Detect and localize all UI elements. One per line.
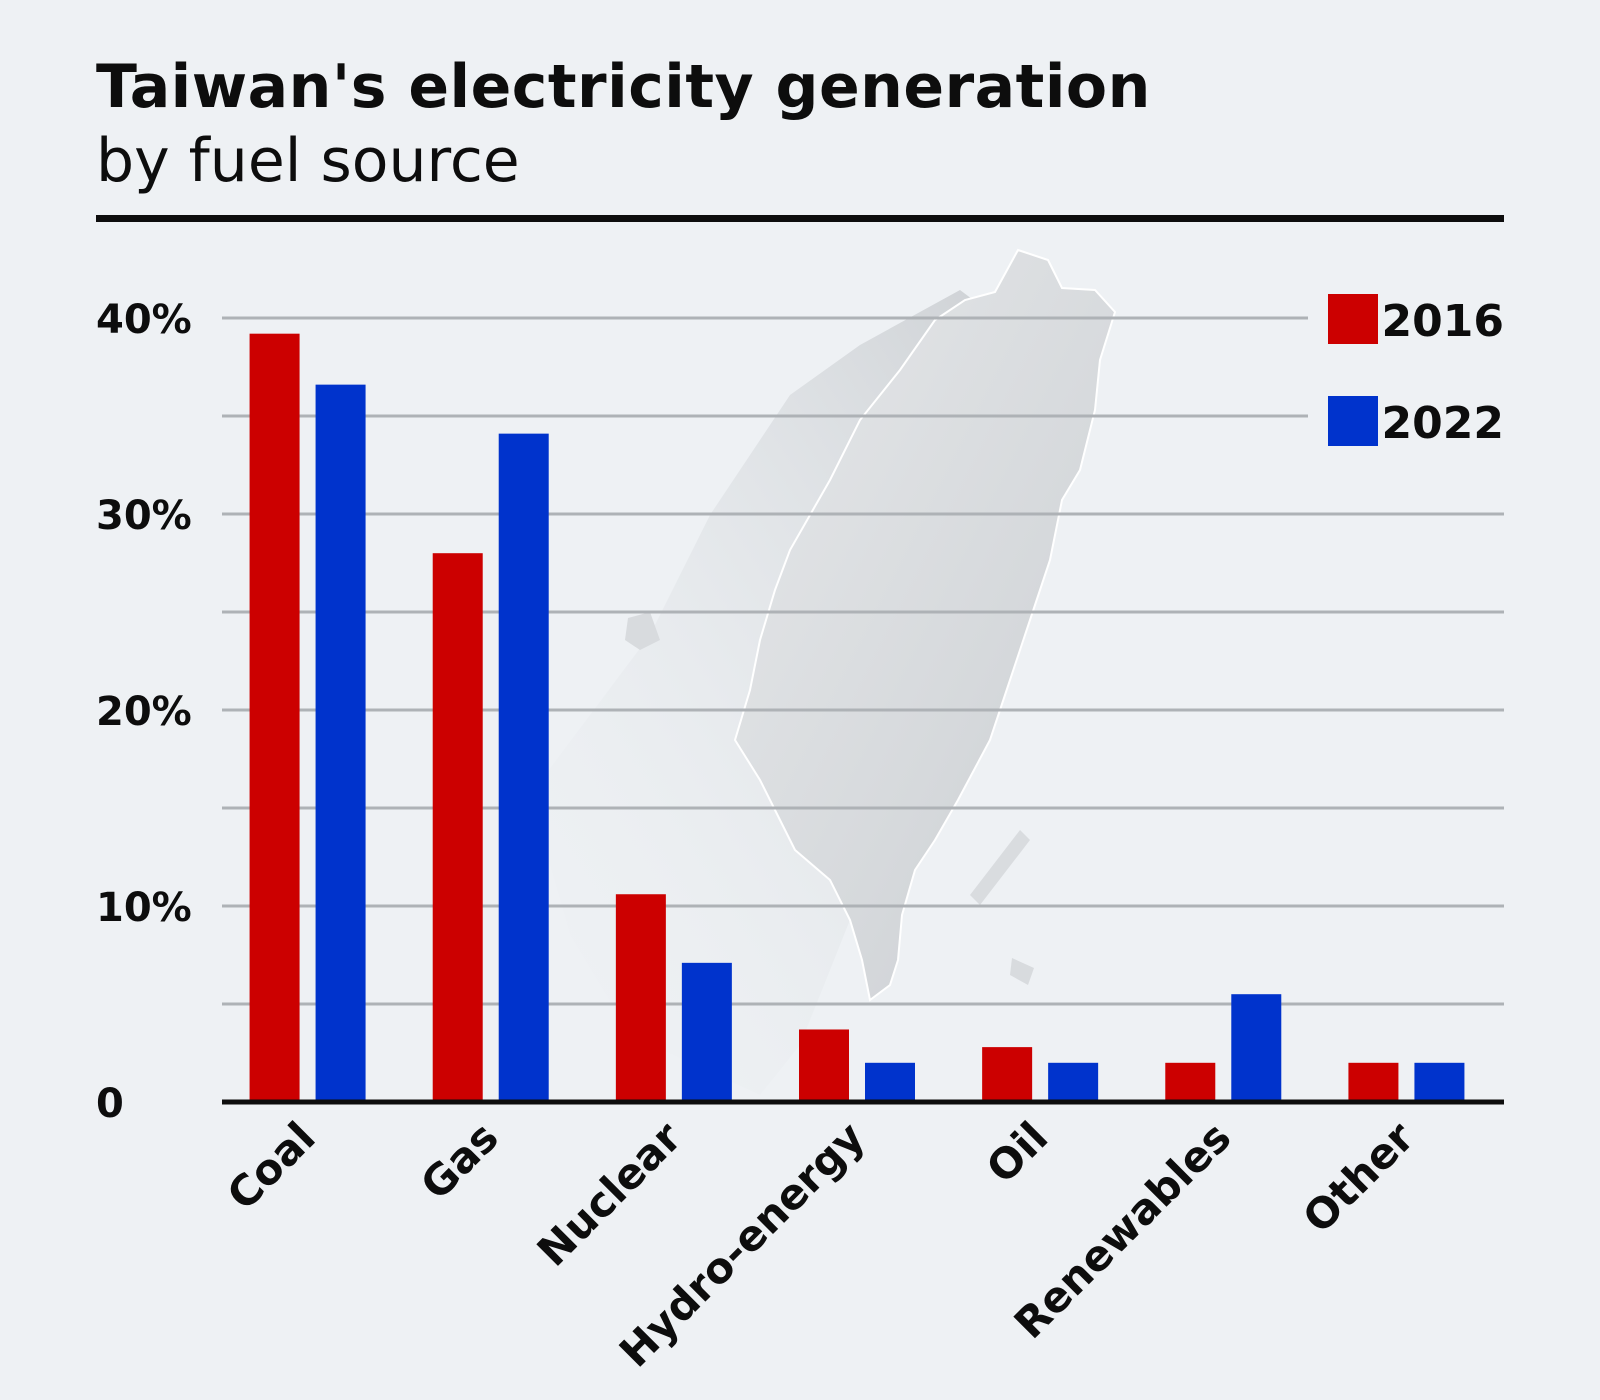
bars — [249, 333, 1465, 1102]
y-tick-label: 10% — [96, 885, 192, 931]
bar-oil-2022 — [1048, 1062, 1099, 1102]
chart-title: Taiwan's electricity generation — [96, 52, 1151, 122]
bar-nuclear-2016 — [615, 894, 666, 1102]
bar-gas-2016 — [432, 553, 483, 1102]
legend: 2016 2022 — [1328, 294, 1504, 449]
bar-other-2022 — [1414, 1062, 1465, 1102]
bar-hydro-energy-2016 — [799, 1029, 849, 1102]
legend-swatch — [1328, 396, 1378, 446]
legend-swatch — [1328, 294, 1378, 344]
bar-hydro-energy-2022 — [865, 1062, 915, 1102]
bar-coal-2016 — [249, 333, 300, 1102]
y-tick-label: 40% — [96, 297, 192, 343]
x-tick-label: Oil — [977, 1112, 1057, 1192]
y-tick-label: 20% — [96, 689, 192, 735]
bar-renewables-2022 — [1231, 994, 1282, 1102]
bar-gas-2022 — [498, 433, 549, 1102]
chart-subtitle: by fuel source — [96, 126, 520, 196]
bar-renewables-2016 — [1165, 1062, 1216, 1102]
x-tick-label: Gas — [411, 1112, 508, 1209]
bar-other-2016 — [1348, 1062, 1399, 1102]
title-divider — [96, 215, 1504, 222]
y-tick-label: 30% — [96, 493, 192, 539]
legend-label: 2016 — [1382, 296, 1504, 347]
y-tick-label: 0 — [96, 1081, 124, 1127]
y-axis-ticks: 0 10% 20% 30% 40% — [96, 297, 192, 1127]
x-tick-label: Coal — [218, 1112, 325, 1219]
x-tick-label: Other — [1293, 1112, 1423, 1242]
x-tick-label: Nuclear — [528, 1112, 691, 1275]
bar-nuclear-2022 — [681, 962, 732, 1102]
legend-label: 2022 — [1382, 398, 1504, 449]
bar-oil-2016 — [982, 1047, 1033, 1102]
bar-coal-2022 — [315, 384, 366, 1102]
taiwan-map-icon — [530, 248, 1117, 1095]
